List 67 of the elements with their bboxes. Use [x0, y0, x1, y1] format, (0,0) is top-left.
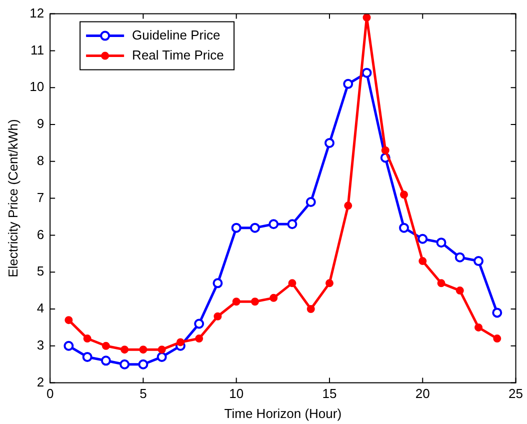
point [362, 14, 371, 22]
point [437, 279, 446, 288]
x-axis-title: Time Horizon (Hour) [224, 406, 342, 421]
y-tick-label: 2 [36, 374, 44, 390]
y-axis-title: Electricity Price (Cent/kWh) [5, 119, 20, 278]
point [287, 219, 298, 230]
point [231, 222, 242, 233]
point [194, 318, 204, 329]
point [343, 78, 354, 89]
point [232, 298, 240, 306]
point [492, 308, 502, 318]
point [344, 202, 352, 210]
point [102, 342, 110, 350]
point [270, 294, 278, 302]
point [400, 190, 408, 199]
x-tick-label: 20 [415, 386, 430, 402]
point [474, 256, 484, 266]
point [64, 340, 74, 351]
y-tick-label: 11 [30, 42, 44, 58]
point [454, 252, 465, 262]
x-tick-label: 5 [140, 386, 147, 402]
point [288, 279, 296, 288]
y-tick-label: 7 [36, 190, 44, 205]
point [381, 146, 390, 154]
point [493, 334, 502, 343]
point [324, 138, 334, 148]
y-tick-label: 5 [36, 264, 44, 279]
point [399, 222, 409, 233]
point [325, 279, 334, 288]
point [82, 352, 92, 362]
point [306, 305, 315, 313]
point [212, 278, 223, 288]
point [83, 334, 92, 343]
point [456, 286, 464, 295]
point [250, 298, 259, 306]
legend-label: Real Time Price [132, 47, 224, 62]
y-tick-label: 4 [36, 300, 44, 316]
y-tick-label: 8 [36, 152, 44, 168]
point [100, 356, 111, 366]
y-tick-label: 3 [36, 337, 44, 352]
point [362, 68, 372, 78]
point [120, 346, 129, 354]
x-tick-label: 25 [508, 386, 524, 402]
y-tick-label: 9 [36, 116, 44, 132]
x-tick-label: 0 [46, 386, 54, 402]
y-tick-label: 12 [30, 5, 44, 20]
point [156, 352, 167, 362]
point [268, 219, 279, 230]
point [306, 196, 316, 207]
point [176, 338, 184, 346]
legend-label: Guideline Price [132, 27, 220, 42]
x-tick-label: 15 [322, 386, 337, 402]
y-tick-label: 10 [30, 79, 44, 94]
point [418, 234, 428, 244]
point [214, 312, 222, 320]
point [139, 346, 148, 354]
point [64, 316, 73, 324]
point [436, 238, 446, 248]
point [138, 359, 148, 370]
point [418, 257, 427, 266]
point [158, 346, 166, 354]
point [195, 334, 204, 343]
y-tick-label: 6 [36, 226, 44, 242]
point [250, 222, 260, 233]
point [120, 359, 130, 370]
point [474, 323, 483, 332]
x-tick-label: 10 [229, 386, 244, 402]
